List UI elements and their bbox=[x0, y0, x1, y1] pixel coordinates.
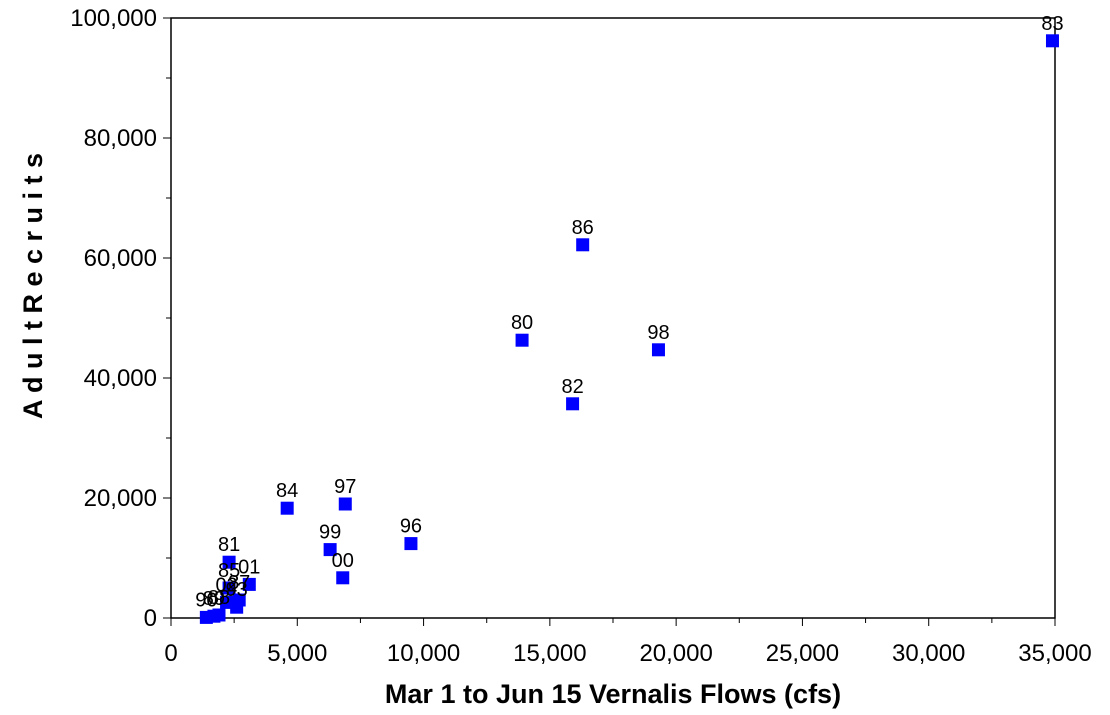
y-tick-label: 100,000 bbox=[70, 5, 157, 32]
data-point-label: 89 bbox=[203, 588, 225, 610]
data-point-marker bbox=[338, 497, 352, 511]
x-tick-label: 5,000 bbox=[267, 640, 327, 667]
data-point-label: 90 bbox=[195, 589, 217, 611]
data-point-marker bbox=[336, 571, 350, 585]
data-point-marker bbox=[404, 537, 418, 551]
y-tick-label: 60,000 bbox=[84, 245, 157, 272]
data-point-label: 01 bbox=[238, 556, 260, 578]
data-point-label: 86 bbox=[572, 217, 594, 239]
x-tick-label: 30,000 bbox=[892, 640, 965, 667]
y-tick-label: 40,000 bbox=[84, 365, 157, 392]
data-point-marker bbox=[566, 397, 580, 411]
data-point-label: 88 bbox=[208, 587, 230, 609]
data-point-marker bbox=[242, 577, 256, 591]
x-tick-label: 20,000 bbox=[639, 640, 712, 667]
data-point-label: 85 bbox=[218, 560, 240, 582]
data-point-marker bbox=[220, 595, 234, 609]
plot-area-frame bbox=[170, 17, 1056, 619]
x-axis-title: Mar 1 to Jun 15 Vernalis Flows (cfs) bbox=[385, 679, 841, 709]
x-tick-label: 0 bbox=[164, 640, 177, 667]
x-tick-label: 15,000 bbox=[513, 640, 586, 667]
data-point-marker bbox=[222, 581, 236, 595]
data-point-marker bbox=[515, 333, 529, 347]
data-point-marker bbox=[222, 555, 236, 569]
x-tick-label: 10,000 bbox=[387, 640, 460, 667]
y-axis-title: A d u l t R e c r u i t s bbox=[18, 153, 48, 419]
data-point-label: 83 bbox=[1041, 13, 1063, 35]
data-point-marker bbox=[230, 600, 244, 614]
data-point-marker bbox=[651, 343, 665, 357]
y-axis-ticks: 0 20,000 40,000 60,000 80,000 100,000 bbox=[70, 5, 171, 632]
data-point-label: 84 bbox=[276, 480, 298, 502]
data-point-label: 81 bbox=[218, 534, 240, 556]
data-point-label: 98 bbox=[647, 322, 669, 344]
data-point-marker bbox=[576, 238, 590, 252]
y-tick-label: 20,000 bbox=[84, 485, 157, 512]
data-point-label: 96 bbox=[400, 516, 422, 538]
data-point-label: 82 bbox=[561, 376, 583, 398]
x-tick-label: 25,000 bbox=[766, 640, 839, 667]
data-point-label: 97 bbox=[334, 476, 356, 498]
data-point-label: 93 bbox=[226, 579, 248, 601]
data-point-label: 99 bbox=[319, 522, 341, 544]
data-point-label: 80 bbox=[511, 312, 533, 334]
data-point-marker bbox=[199, 610, 213, 624]
data-point-marker bbox=[1045, 34, 1059, 48]
y-tick-label: 0 bbox=[144, 605, 157, 632]
data-point-label: 87 bbox=[228, 572, 250, 594]
x-tick-label: 35,000 bbox=[1018, 640, 1091, 667]
y-tick-label: 80,000 bbox=[84, 125, 157, 152]
data-point-label: 00 bbox=[332, 550, 354, 572]
data-point-label: 02 bbox=[215, 574, 237, 596]
x-axis-ticks: 0 5,000 10,000 15,000 20,000 25,000 30,000 35,0… bbox=[164, 618, 1092, 667]
data-point-marker bbox=[323, 543, 337, 557]
data-point-marker bbox=[280, 501, 294, 515]
